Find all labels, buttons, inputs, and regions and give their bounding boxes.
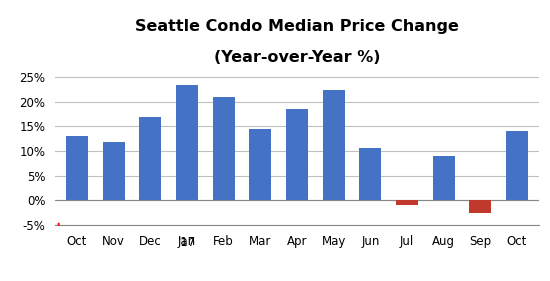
Text: '17: '17 [178,235,196,249]
Bar [359,148,381,200]
Bar [176,85,198,200]
Text: (Year-over-Year %): (Year-over-Year %) [214,50,380,65]
Bar [103,142,125,200]
Bar [323,90,345,200]
Text: Seattle Condo Median Price Change: Seattle Condo Median Price Change [135,19,459,34]
Bar [286,109,308,200]
Bar [506,132,528,200]
Bar [396,200,418,205]
Bar [213,97,235,200]
Bar [249,129,271,200]
Bar [139,117,161,200]
Bar [66,136,88,200]
Bar [469,200,491,212]
Bar [433,156,455,200]
